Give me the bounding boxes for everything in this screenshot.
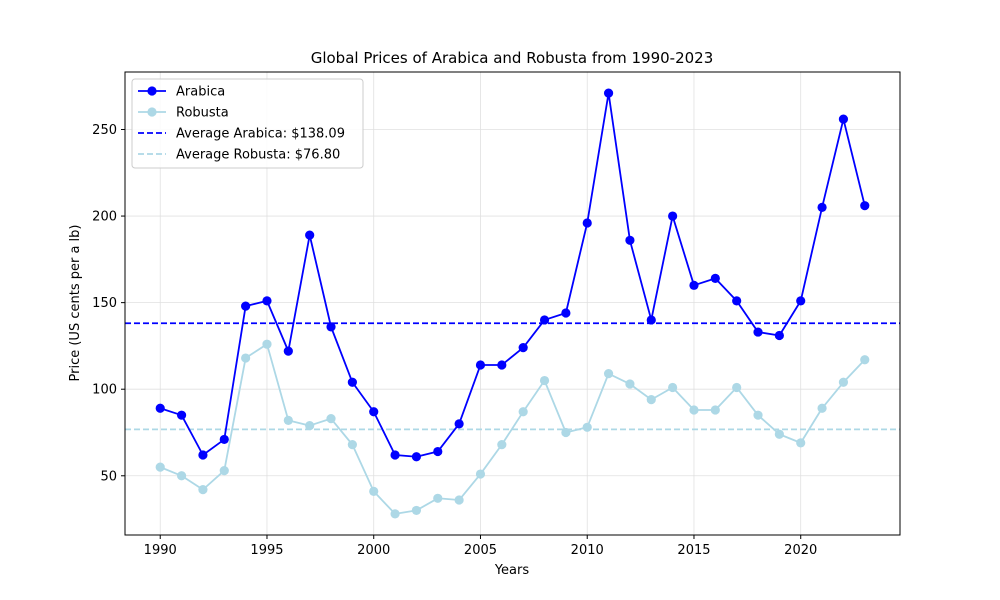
arabica-point [283,346,293,356]
y-tick-label: 150 [92,296,117,311]
robusta-point [454,495,464,505]
robusta-point [539,375,550,386]
legend-marker-robusta [147,107,157,117]
robusta-point [475,469,486,479]
y-tick-label: 50 [100,469,117,484]
robusta-line [159,343,866,515]
arabica-point [347,377,357,387]
x-tick-label: 2010 [571,543,604,558]
legend-label-average-arabica: Average Arabica: $138.09 [176,127,345,142]
robusta-point [497,440,507,450]
legend-label-average-robusta: Average Robusta: $76.80 [176,148,340,163]
robusta-point [603,369,614,379]
arabica-point [433,446,443,457]
arabica-point [796,296,806,306]
legend-box [131,78,364,169]
robusta-point [305,420,315,431]
x-axis-label: Years [494,563,530,578]
arabica-point [475,360,486,370]
arabica-point [582,218,592,228]
arabica-point [454,419,464,429]
arabica-point [539,315,550,325]
arabica-point [860,201,870,211]
x-tick-label: 2020 [784,543,817,558]
robusta-point [155,462,165,472]
arabica-point [753,327,763,337]
arabica-point [326,322,336,332]
chart-title: Global Prices of Arabica and Robusta fro… [311,49,714,67]
y-tick-label: 250 [92,123,117,138]
arabica-point [155,403,165,413]
arabica-point [603,88,614,98]
robusta-point [390,509,400,519]
robusta-point [262,339,272,349]
arabica-point [710,273,720,283]
arabica-point [561,308,571,318]
plot-frame [124,71,901,536]
robusta-point [369,486,379,496]
y-axis-label: Price (US cents per a lb) [68,225,83,382]
series-layer [155,88,870,519]
y-tick-label: 100 [92,383,117,398]
robusta-point [860,355,870,365]
robusta-point [710,405,720,415]
arabica-point [390,450,400,460]
arabica-point [646,315,656,325]
robusta-point [347,440,357,450]
x-tick-label: 2005 [464,543,497,558]
robusta-point [219,465,229,476]
legend-marker-arabica [147,86,157,96]
robusta-point [433,493,443,503]
robusta-point [838,377,849,387]
arabica-point [497,360,507,370]
legend-label-arabica: Arabica [176,85,225,100]
y-axis: 50 100 150 200 250 [92,123,125,484]
arabica-point [838,114,849,124]
x-tick-label: 2015 [677,543,710,558]
arabica-point [774,330,784,341]
arabica-point [732,296,742,306]
robusta-point [283,415,293,425]
legend: Arabica Robusta Average Arabica: $138.09 Av… [131,78,364,169]
robusta-point [176,471,187,481]
x-tick-label: 2000 [357,543,390,558]
arabica-point [176,410,187,420]
arabica-point [241,301,251,311]
arabica-point [305,230,315,240]
arabica-point [625,235,635,245]
robusta-point [561,427,571,438]
arabica-point [198,450,208,460]
arabica-point [518,343,528,353]
robusta-point [582,422,592,432]
legend-label-robusta: Robusta [176,106,229,121]
robusta-point [198,485,208,495]
robusta-point [753,410,763,420]
robusta-point [796,438,806,448]
robusta-point [774,429,784,439]
arabica-point [262,296,272,306]
arabica-point [668,211,678,221]
robusta-point [646,394,656,405]
x-tick-label: 1995 [250,543,283,558]
arabica-point [369,407,379,417]
robusta-point [689,405,699,415]
robusta-point [817,403,827,413]
robusta-point [241,353,251,363]
robusta-point [625,379,635,389]
x-tick-label: 1990 [144,543,177,558]
arabica-point [219,434,229,445]
robusta-point [518,407,528,417]
y-tick-label: 200 [92,210,117,225]
x-axis: 1990 1995 2000 2005 2010 2015 2020 [144,535,817,558]
arabica-point [689,280,699,290]
robusta-point [326,414,336,424]
arabica-line [159,92,866,458]
arabica-point [411,452,422,462]
robusta-point [732,382,742,393]
arabica-point [817,202,827,213]
robusta-point [411,505,422,516]
robusta-point [668,382,678,393]
